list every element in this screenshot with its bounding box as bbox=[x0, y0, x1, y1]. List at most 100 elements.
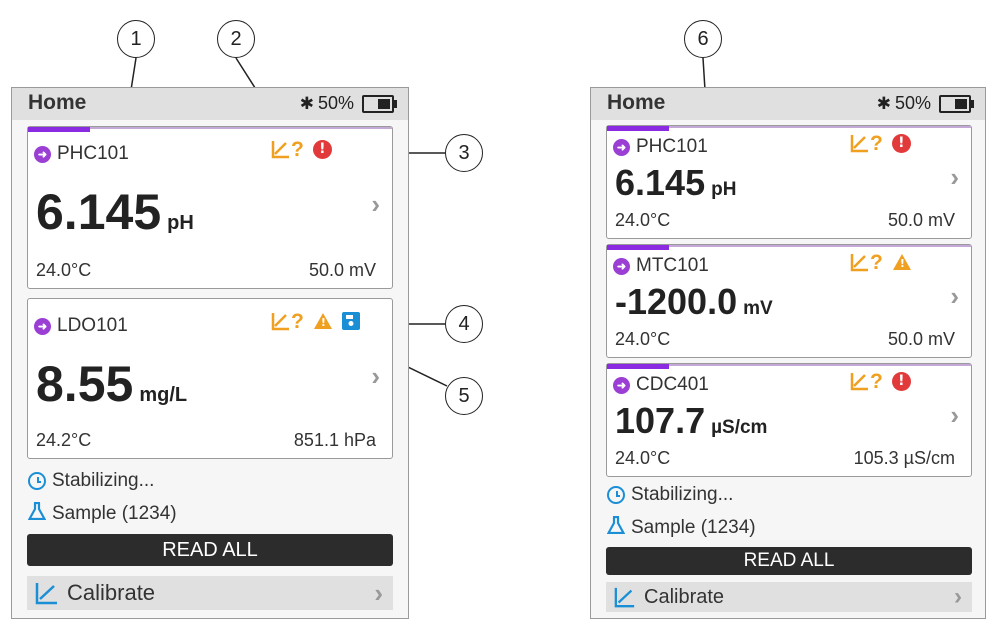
chevron-right-icon[interactable]: › bbox=[950, 400, 959, 430]
battery-percent: 50% bbox=[894, 93, 931, 113]
chevron-right-icon[interactable]: › bbox=[950, 281, 959, 311]
battery-icon bbox=[939, 94, 974, 113]
temperature: 24.0°C bbox=[615, 210, 671, 230]
measurement-progress bbox=[607, 126, 669, 131]
calibrate-icon bbox=[35, 581, 59, 605]
flask-icon bbox=[27, 501, 47, 526]
status-area: ✱ 50% bbox=[877, 93, 974, 114]
sensor-card-mtc101[interactable]: ➜ MTC101 ? ! -1200.0 mV › 24.0°C 50.0 mV bbox=[606, 244, 972, 358]
read-all-button[interactable]: READ ALL bbox=[606, 547, 972, 575]
sensor-arrow-icon: ➜ bbox=[613, 138, 630, 156]
home-screen-left: Home ✱ 50% ➜ PHC101 ? ! 6.145 pH › 24.0°C… bbox=[11, 87, 409, 619]
sensor-id: ➜ CDC401 bbox=[613, 374, 709, 396]
callout-4: 4 bbox=[445, 305, 483, 343]
measurement-value: 8.55 mg/L bbox=[36, 356, 188, 412]
measurement-value: -1200.0 mV bbox=[615, 281, 773, 322]
sample-id[interactable]: Sample (1234) bbox=[27, 501, 177, 526]
temperature: 24.0°C bbox=[36, 260, 92, 280]
sample-id[interactable]: Sample (1234) bbox=[606, 515, 756, 540]
status-text: Stabilizing... bbox=[631, 484, 734, 505]
stabilizing-status: Stabilizing... bbox=[607, 484, 733, 506]
battery-percent: 50% bbox=[317, 93, 354, 113]
callout-3: 3 bbox=[445, 134, 483, 172]
callout-1: 1 bbox=[117, 20, 155, 58]
aux-reading: 50.0 mV bbox=[308, 260, 376, 280]
measurement-value: 107.7 µS/cm bbox=[615, 400, 768, 441]
battery-icon bbox=[362, 94, 397, 113]
card-status-icons: ? ! bbox=[271, 311, 360, 332]
chevron-right-icon: › bbox=[954, 583, 962, 610]
aux-reading: 851.1 hPa bbox=[293, 430, 376, 450]
card-status-icons: ? ! bbox=[271, 139, 332, 160]
card-status-icons: ? ! bbox=[850, 133, 911, 154]
sensor-arrow-icon: ➜ bbox=[34, 317, 51, 335]
callout-2: 2 bbox=[217, 20, 255, 58]
sensor-name: PHC101 bbox=[636, 136, 708, 157]
chevron-right-icon: › bbox=[374, 577, 383, 608]
measurement-unit: pH bbox=[167, 212, 194, 234]
sensor-name: CDC401 bbox=[636, 374, 709, 395]
measurement-unit: mg/L bbox=[139, 384, 188, 406]
stabilizing-status: Stabilizing... bbox=[28, 470, 154, 492]
error-icon[interactable]: ! bbox=[891, 133, 911, 153]
status-text: Stabilizing... bbox=[52, 470, 155, 491]
calibration-needed-icon[interactable]: ? bbox=[850, 371, 883, 392]
calibrate-button[interactable]: Calibrate › bbox=[606, 582, 972, 612]
measurement-progress bbox=[607, 364, 669, 369]
header-bar: Home ✱ 50% bbox=[591, 88, 985, 120]
sensor-id: ➜ PHC101 bbox=[34, 143, 129, 165]
home-screen-right: Home ✱ 50% ➜ PHC101 ? ! 6.145 pH › 24.0°C… bbox=[590, 87, 986, 619]
measurement-progress bbox=[607, 245, 669, 250]
save-icon[interactable] bbox=[341, 312, 360, 330]
calibrate-icon bbox=[614, 586, 636, 608]
callout-5: 5 bbox=[445, 377, 483, 415]
status-area: ✱ 50% bbox=[299, 93, 397, 114]
temperature: 24.2°C bbox=[36, 430, 92, 450]
measurement-value: 6.145 pH bbox=[615, 162, 737, 203]
sample-text: Sample (1234) bbox=[631, 517, 756, 538]
calibration-needed-icon[interactable]: ? bbox=[850, 252, 883, 273]
calibration-needed-icon[interactable]: ? bbox=[271, 139, 304, 160]
card-status-icons: ? ! bbox=[850, 252, 912, 273]
callout-6: 6 bbox=[684, 20, 722, 58]
sensor-arrow-icon: ➜ bbox=[613, 257, 630, 275]
aux-reading: 50.0 mV bbox=[887, 210, 955, 230]
sensor-arrow-icon: ➜ bbox=[34, 145, 51, 163]
aux-reading: 50.0 mV bbox=[887, 329, 955, 349]
page-title: Home bbox=[28, 91, 87, 114]
sensor-card-phc101[interactable]: ➜ PHC101 ? ! 6.145 pH › 24.0°C 50.0 mV bbox=[606, 125, 972, 239]
sensor-id: ➜ PHC101 bbox=[613, 136, 708, 158]
chevron-right-icon[interactable]: › bbox=[371, 361, 380, 391]
temperature: 24.0°C bbox=[615, 448, 671, 468]
clock-icon bbox=[28, 472, 46, 490]
calibration-needed-icon[interactable]: ? bbox=[850, 133, 883, 154]
calibration-needed-icon[interactable]: ? bbox=[271, 311, 304, 332]
error-icon[interactable]: ! bbox=[312, 139, 332, 159]
measurement-unit: pH bbox=[711, 179, 737, 200]
measurement-value: 6.145 pH bbox=[36, 184, 194, 240]
temperature: 24.0°C bbox=[615, 329, 671, 349]
sensor-name: PHC101 bbox=[57, 143, 129, 164]
sensor-card-ldo101[interactable]: ➜ LDO101 ? ! 8.55 mg/L › 24.2°C 851.1 hPa bbox=[27, 298, 393, 459]
sample-text: Sample (1234) bbox=[52, 503, 177, 524]
calibrate-label: Calibrate bbox=[67, 580, 156, 605]
sensor-arrow-icon: ➜ bbox=[613, 376, 630, 394]
sensor-card-phc101[interactable]: ➜ PHC101 ? ! 6.145 pH › 24.0°C 50.0 mV bbox=[27, 126, 393, 289]
warning-icon[interactable]: ! bbox=[892, 253, 912, 271]
bluetooth-icon: ✱ bbox=[299, 93, 314, 113]
sensor-name: LDO101 bbox=[57, 315, 128, 336]
aux-reading: 105.3 µS/cm bbox=[853, 448, 955, 468]
calibrate-button[interactable]: Calibrate › bbox=[27, 576, 393, 610]
chevron-right-icon[interactable]: › bbox=[950, 162, 959, 192]
measurement-unit: µS/cm bbox=[711, 417, 768, 438]
sensor-card-cdc401[interactable]: ➜ CDC401 ? ! 107.7 µS/cm › 24.0°C 105.3 µ… bbox=[606, 363, 972, 477]
sensor-id: ➜ MTC101 bbox=[613, 255, 709, 277]
read-all-button[interactable]: READ ALL bbox=[27, 534, 393, 566]
sensor-name: MTC101 bbox=[636, 255, 709, 276]
measurement-unit: mV bbox=[743, 298, 773, 319]
error-icon[interactable]: ! bbox=[891, 371, 911, 391]
chevron-right-icon[interactable]: › bbox=[371, 189, 380, 219]
card-status-icons: ? ! bbox=[850, 371, 911, 392]
warning-icon[interactable]: ! bbox=[313, 312, 333, 330]
sensor-id: ➜ LDO101 bbox=[34, 315, 128, 337]
